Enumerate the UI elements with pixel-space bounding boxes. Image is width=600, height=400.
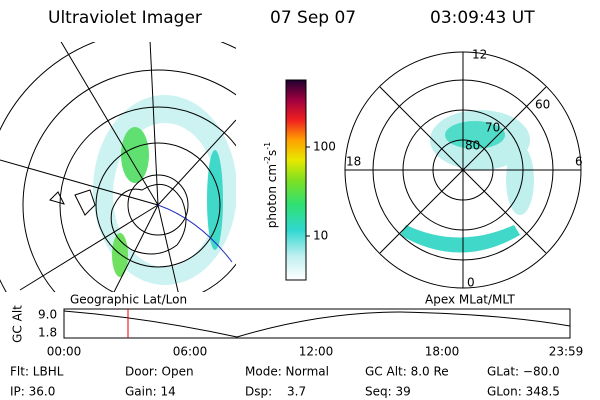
left-caption: Geographic Lat/Lon	[70, 293, 187, 307]
footer: Flt: LBHL Door: Open Mode: Normal GC Alt…	[10, 365, 560, 399]
colorbar-label: photon cm-2s-1	[263, 142, 279, 229]
field: IP: 36.0	[10, 385, 55, 399]
field: Gain: 14	[125, 385, 176, 399]
mlat-label: 60	[535, 98, 550, 112]
field: Flt: LBHL	[10, 365, 64, 379]
mlt-label: 6	[575, 155, 583, 169]
field: Mode: Normal	[245, 365, 329, 379]
field: Door: Open	[125, 365, 194, 379]
mlat-label: 70	[485, 121, 500, 135]
right-caption: Apex MLat/MLT	[425, 293, 515, 307]
title: Ultraviolet Imager	[48, 8, 202, 28]
apex-map: 12 18 6 0 60 70 80	[344, 48, 583, 290]
time-label: 00:00	[47, 345, 82, 359]
field: GLat: −80.0	[487, 365, 560, 379]
altitude-plot: GC Alt 9.0 1.8 00:00 06:00 12:00 18:00 2…	[11, 305, 584, 359]
colorbar-tick: 100	[313, 140, 336, 154]
mlat-label: 80	[465, 139, 480, 153]
mlt-label: 12	[472, 48, 487, 62]
date: 07 Sep 07	[270, 8, 356, 28]
colorbar-tick: 10	[313, 229, 328, 243]
time-label: 18:00	[425, 345, 460, 359]
geographic-map	[0, 42, 236, 292]
field: GC Alt: 8.0 Re	[365, 365, 449, 379]
field: Seq: 39	[365, 385, 411, 399]
header: Ultraviolet Imager 07 Sep 07 03:09:43 UT	[48, 8, 535, 28]
field: GLon: 348.5	[487, 385, 560, 399]
mlt-label: 18	[346, 155, 361, 169]
field: 3.7	[287, 385, 306, 399]
colorbar: 100 10 photon cm-2s-1	[263, 79, 336, 281]
mlt-label: 0	[467, 276, 475, 290]
altitude-tick: 9.0	[38, 308, 57, 322]
time-label: 12:00	[299, 345, 334, 359]
time-label: 06:00	[173, 345, 208, 359]
altitude-tick: 1.8	[38, 326, 57, 340]
field: Dsp:	[245, 385, 272, 399]
time: 03:09:43 UT	[430, 8, 535, 28]
altitude-label: GC Alt	[11, 305, 25, 343]
time-label: 23:59	[549, 345, 584, 359]
